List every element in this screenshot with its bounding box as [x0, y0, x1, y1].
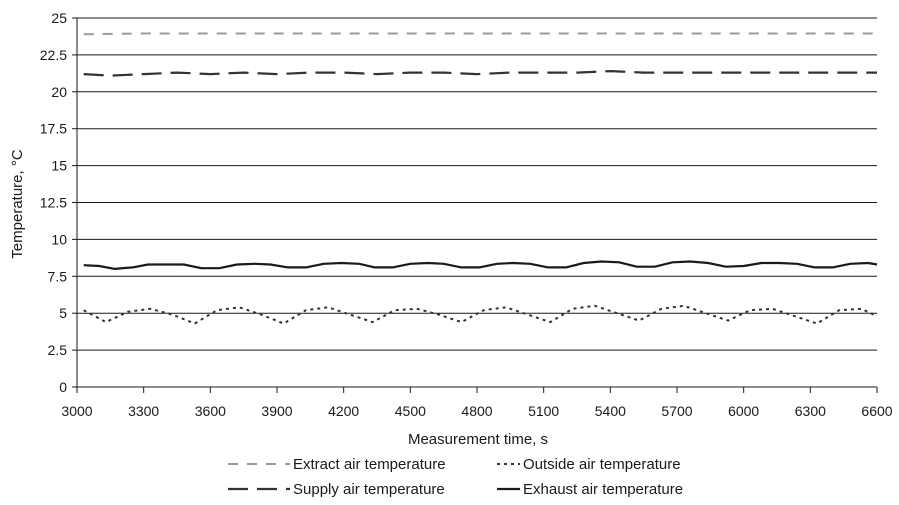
outside-air-temperature-line: [83, 304, 878, 325]
x-tick-label: 4500: [395, 403, 426, 419]
horizontal-gridlines: [77, 17, 877, 351]
supply-air-temperature-legend-label: Supply air temperature: [293, 481, 445, 498]
x-axis-title: Measurement time, s: [408, 431, 548, 448]
x-tick-label: 3300: [128, 403, 159, 419]
x-tick-label: 4200: [328, 403, 359, 419]
y-tick-label: 25: [51, 10, 67, 26]
x-tick-label: 6000: [728, 403, 759, 419]
exhaust-air-temperature-line: [83, 260, 878, 270]
x-tick-label: 5100: [528, 403, 559, 419]
x-tick-label: 3600: [195, 403, 226, 419]
y-tick-label: 12.5: [40, 195, 67, 211]
x-tick-label: 6600: [861, 403, 892, 419]
x-axis-ticks: 3000 3300 3600 3900 4200 4500 4800 5100 5400 5700…: [61, 387, 893, 419]
y-tick-label: 2.5: [48, 342, 68, 358]
y-tick-label: 0: [59, 379, 67, 395]
extract-air-temperature-legend-label: Extract air temperature: [293, 456, 446, 473]
x-tick-label: 6300: [795, 403, 826, 419]
y-axis-title: Temperature, °C: [9, 149, 26, 259]
y-tick-label: 7.5: [48, 268, 68, 284]
exhaust-air-temperature-legend-label: Exhaust air temperature: [523, 481, 683, 498]
y-tick-label: 17.5: [40, 121, 67, 137]
x-tick-label: 3900: [261, 403, 292, 419]
supply-air-temperature-line: [83, 70, 877, 77]
series-lines: [83, 32, 878, 325]
y-tick-label: 5: [59, 305, 67, 321]
x-tick-label: 3000: [61, 403, 92, 419]
y-tick-label: 15: [51, 158, 67, 174]
x-tick-label: 5700: [661, 403, 692, 419]
y-tick-label: 10: [51, 231, 67, 247]
outside-air-temperature-legend-label: Outside air temperature: [523, 456, 681, 473]
y-tick-label: 20: [51, 84, 67, 100]
y-tick-label: 22.5: [40, 47, 67, 63]
x-tick-label: 5400: [595, 403, 626, 419]
extract-air-temperature-line: [83, 32, 877, 36]
y-axis-ticks: 0 2.5 5 7.5 10 12.5 15 17.5 20 22.5 25: [40, 10, 77, 395]
legend: Extract air temperature Outside air tempe…: [228, 456, 683, 498]
x-tick-label: 4800: [461, 403, 492, 419]
